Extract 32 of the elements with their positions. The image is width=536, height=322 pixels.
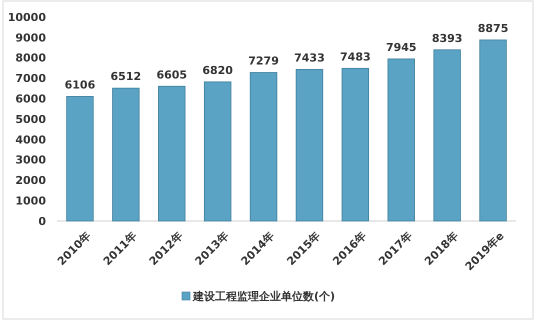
y-tick-label: 3000 [15,154,46,167]
data-label: 7433 [294,51,325,64]
bar [296,68,324,222]
bar [479,40,507,222]
y-tick-label: 4000 [15,133,46,146]
legend-label: 建设工程监理企业单位数(个) [192,290,336,303]
y-tick-label: 1000 [15,194,46,208]
data-label: 6106 [64,78,96,92]
data-label: 8875 [478,22,508,35]
bar [158,86,186,222]
y-tick-label: 2000 [15,174,46,188]
bar [342,68,370,222]
y-tick-label: 6000 [15,92,46,106]
bar [433,49,461,222]
bar [250,72,278,222]
data-label: 8393 [432,32,462,45]
bar [388,58,415,222]
data-label: 6512 [110,70,142,84]
data-label: 7483 [340,50,371,64]
y-tick-label: 9000 [15,31,46,44]
y-tick-label: 10000 [8,10,46,24]
y-tick-label: 7000 [15,72,46,86]
y-tick-label: 5000 [15,112,46,126]
bar [66,96,94,222]
data-label: 6605 [156,68,188,82]
data-label: 7945 [386,40,417,54]
data-label: 6820 [202,64,234,77]
y-tick-label: 8000 [15,52,46,65]
data-label: 7279 [248,54,279,68]
bar [204,81,232,222]
y-tick-label: 0 [38,214,46,228]
bar [112,88,140,222]
